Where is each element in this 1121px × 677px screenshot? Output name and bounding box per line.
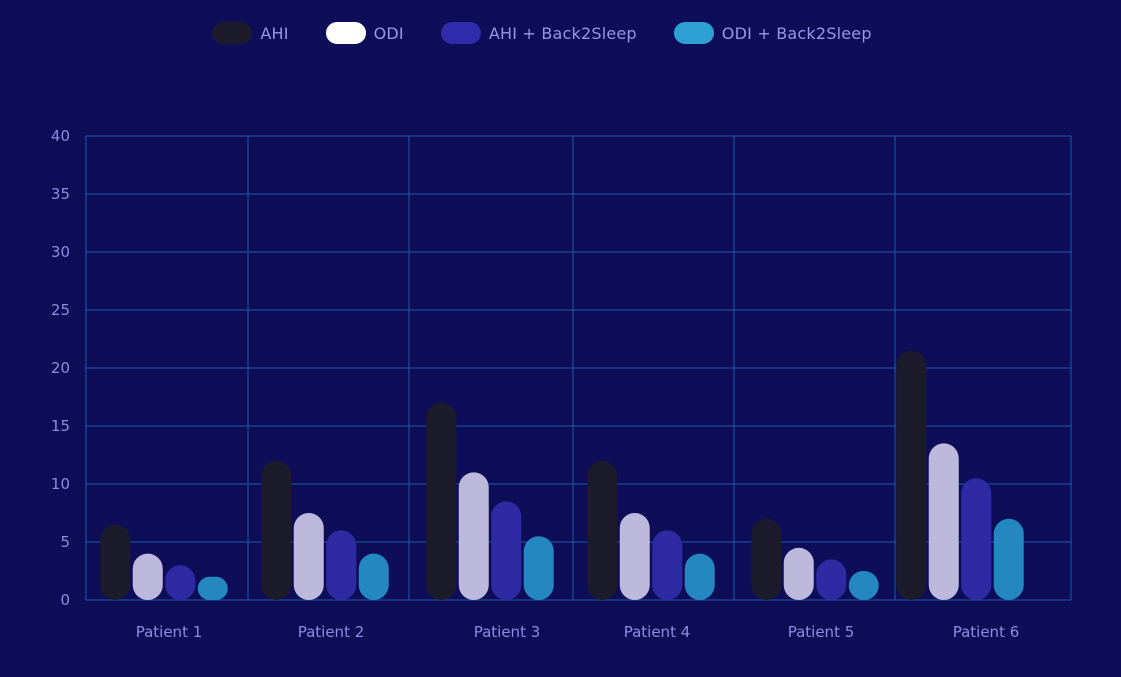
bar-odi-patient-2: [293, 513, 324, 600]
bar-ahi-patient-5: [751, 518, 782, 600]
bar-ahi-back2sleep-patient-3: [491, 501, 522, 600]
bar-odi-patient-3: [458, 472, 489, 600]
legend-label-ahi-back2sleep: AHI + Back2Sleep: [488, 23, 637, 43]
bar-odi-back2sleep-patient-2: [358, 553, 389, 600]
x-tick-label: Patient 2: [298, 623, 365, 641]
bar-ahi-patient-4: [587, 460, 618, 600]
legend-swatch-ahi: [212, 22, 253, 44]
x-tick-label: Patient 4: [624, 623, 691, 641]
legend-swatch-ahi-back2sleep: [440, 22, 481, 44]
y-tick-label: 20: [51, 359, 70, 377]
bar-odi-back2sleep-patient-1: [197, 576, 228, 600]
y-tick-label: 35: [51, 185, 70, 203]
bar-ahi-back2sleep-patient-5: [816, 559, 847, 600]
bar-ahi-back2sleep-patient-6: [961, 478, 992, 600]
legend-item-odi[interactable]: ODI: [325, 22, 426, 44]
legend-item-ahi[interactable]: AHI: [212, 22, 310, 44]
legend-swatch-odi-back2sleep: [673, 22, 714, 44]
bar-odi-back2sleep-patient-3: [523, 536, 554, 600]
y-tick-label: 5: [60, 533, 70, 551]
bar-ahi-patient-6: [896, 350, 927, 600]
bar-ahi-back2sleep-patient-4: [652, 530, 683, 600]
bar-odi-patient-5: [783, 547, 814, 600]
legend: AHI ODI AHI + Back2Sleep ODI + Back2Slee…: [0, 20, 1121, 46]
legend-label-odi-back2sleep: ODI + Back2Sleep: [721, 23, 872, 43]
bar-ahi-back2sleep-patient-2: [326, 530, 357, 600]
bar-odi-patient-1: [132, 553, 163, 600]
bar-ahi-back2sleep-patient-1: [165, 565, 196, 600]
legend-swatch-odi: [325, 22, 366, 44]
legend-label-odi: ODI: [373, 23, 404, 43]
bar-ahi-patient-3: [426, 402, 457, 600]
x-tick-label: Patient 3: [474, 623, 541, 641]
bar-ahi-patient-1: [100, 524, 131, 600]
y-tick-label: 15: [51, 417, 70, 435]
y-tick-label: 10: [51, 475, 70, 493]
x-tick-label: Patient 1: [136, 623, 203, 641]
bar-odi-patient-6: [928, 443, 959, 600]
x-tick-label: Patient 5: [788, 623, 855, 641]
y-tick-label: 30: [51, 243, 70, 261]
legend-label-ahi: AHI: [260, 23, 289, 43]
y-tick-label: 40: [51, 127, 70, 145]
bar-ahi-patient-2: [261, 460, 292, 600]
x-tick-label: Patient 6: [953, 623, 1020, 641]
legend-item-ahi-back2sleep[interactable]: AHI + Back2Sleep: [440, 22, 659, 44]
bar-odi-back2sleep-patient-5: [848, 571, 879, 600]
bar-odi-patient-4: [619, 513, 650, 600]
y-tick-label: 0: [60, 591, 70, 609]
bar-odi-back2sleep-patient-4: [684, 553, 715, 600]
bar-odi-back2sleep-patient-6: [993, 518, 1024, 600]
y-tick-label: 25: [51, 301, 70, 319]
legend-item-odi-back2sleep[interactable]: ODI + Back2Sleep: [673, 22, 894, 44]
